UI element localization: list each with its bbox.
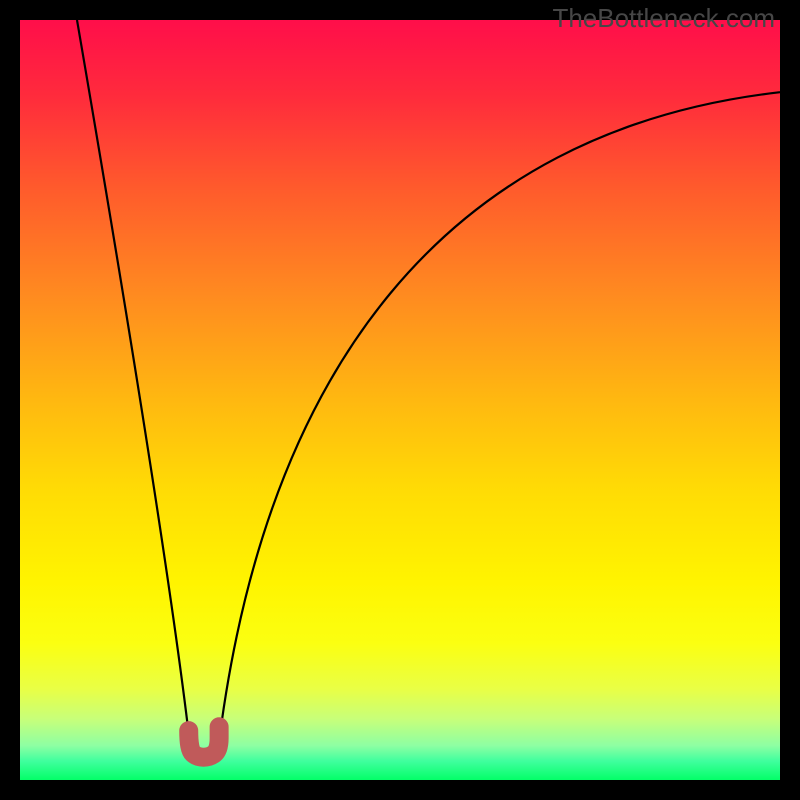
chart-root: TheBottleneck.com	[0, 0, 800, 800]
chart-svg	[0, 0, 800, 800]
watermark-text: TheBottleneck.com	[552, 3, 775, 34]
chart-gradient-background	[20, 20, 780, 780]
